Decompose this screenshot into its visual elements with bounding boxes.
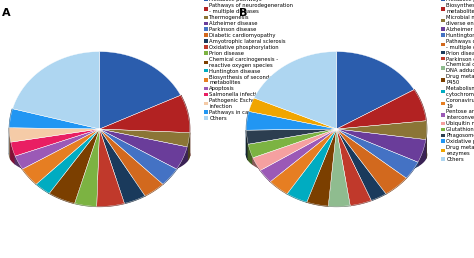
Polygon shape: [246, 129, 337, 144]
Polygon shape: [386, 171, 406, 194]
Polygon shape: [49, 176, 75, 203]
Polygon shape: [97, 129, 124, 206]
Polygon shape: [371, 176, 386, 200]
Polygon shape: [414, 90, 426, 152]
Polygon shape: [337, 129, 406, 194]
Polygon shape: [124, 177, 145, 203]
Polygon shape: [75, 129, 100, 206]
Polygon shape: [254, 52, 337, 129]
Polygon shape: [271, 129, 337, 194]
Polygon shape: [100, 129, 187, 169]
Polygon shape: [75, 180, 97, 206]
Polygon shape: [337, 90, 426, 129]
Polygon shape: [337, 52, 414, 129]
Polygon shape: [328, 180, 350, 206]
Polygon shape: [260, 129, 337, 182]
Polygon shape: [248, 129, 337, 158]
Polygon shape: [307, 129, 337, 206]
Polygon shape: [246, 130, 248, 160]
Polygon shape: [177, 147, 187, 169]
Legend: Metabolic pathways, Pathways of neurodegeneration
- multiple diseases, Thermogen: Metabolic pathways, Pathways of neurodeg…: [204, 0, 293, 121]
Polygon shape: [253, 158, 260, 170]
Polygon shape: [100, 95, 190, 133]
Polygon shape: [406, 162, 418, 178]
Polygon shape: [187, 133, 190, 161]
Polygon shape: [15, 156, 22, 169]
Polygon shape: [36, 173, 49, 193]
Polygon shape: [11, 142, 15, 164]
Polygon shape: [9, 128, 11, 159]
Polygon shape: [100, 129, 177, 184]
Polygon shape: [287, 129, 337, 202]
Polygon shape: [418, 140, 426, 166]
Polygon shape: [287, 176, 307, 202]
Polygon shape: [307, 179, 328, 206]
Text: B: B: [239, 8, 248, 18]
Polygon shape: [337, 129, 371, 206]
Polygon shape: [100, 129, 163, 196]
Text: A: A: [2, 8, 11, 18]
Polygon shape: [100, 129, 190, 147]
Polygon shape: [181, 95, 190, 156]
Polygon shape: [163, 168, 177, 184]
Polygon shape: [15, 129, 100, 169]
Polygon shape: [9, 128, 100, 142]
Legend: Metabolic pathways, Biosynthesis of secondary
metabolites, Microbial metabolism : Metabolic pathways, Biosynthesis of seco…: [441, 0, 474, 162]
Polygon shape: [100, 52, 181, 129]
Polygon shape: [97, 180, 124, 206]
Polygon shape: [145, 173, 163, 196]
Polygon shape: [328, 129, 350, 206]
Polygon shape: [13, 52, 100, 129]
Polygon shape: [271, 172, 287, 194]
Polygon shape: [337, 129, 386, 200]
Polygon shape: [249, 98, 337, 129]
Polygon shape: [36, 129, 100, 193]
Polygon shape: [22, 168, 36, 184]
Polygon shape: [337, 121, 427, 140]
Polygon shape: [337, 129, 418, 178]
Polygon shape: [9, 109, 100, 129]
Polygon shape: [246, 111, 337, 130]
Polygon shape: [100, 129, 145, 203]
Polygon shape: [9, 109, 13, 154]
Polygon shape: [426, 121, 427, 158]
Polygon shape: [49, 129, 100, 203]
Polygon shape: [350, 179, 371, 206]
Polygon shape: [248, 144, 253, 164]
Polygon shape: [22, 129, 100, 184]
Polygon shape: [11, 129, 100, 156]
Polygon shape: [246, 111, 249, 155]
Polygon shape: [253, 129, 337, 170]
Polygon shape: [260, 168, 271, 182]
Polygon shape: [337, 129, 426, 162]
